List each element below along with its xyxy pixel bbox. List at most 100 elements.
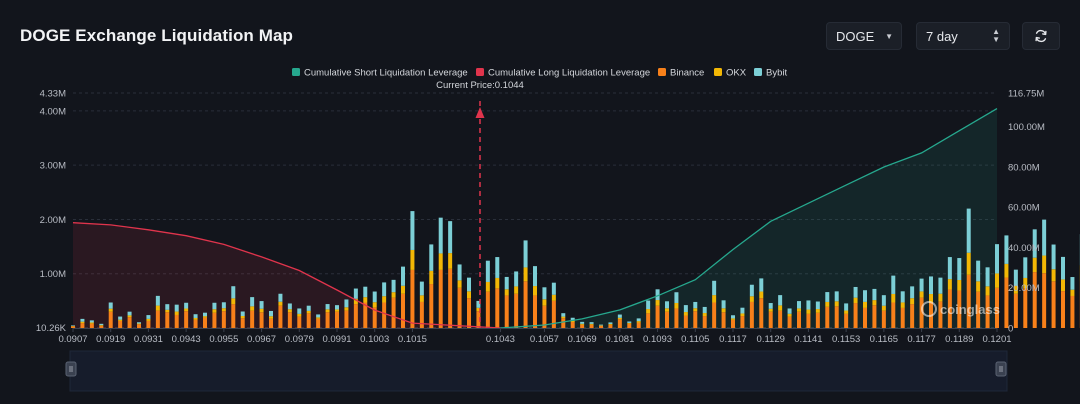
bar-binance[interactable] [768,311,773,328]
bar-bybit[interactable] [174,304,179,312]
bar-okx[interactable] [297,313,302,317]
bar-okx[interactable] [523,267,528,282]
bar-binance[interactable] [184,311,189,328]
bar-okx[interactable] [1004,263,1009,278]
bar-binance[interactable] [108,311,113,328]
bar-binance[interactable] [533,295,537,328]
bar-bybit[interactable] [863,290,867,302]
bar-bybit[interactable] [693,301,698,309]
bar-bybit[interactable] [80,318,85,322]
bar-binance[interactable] [165,312,170,328]
bar-okx[interactable] [608,323,613,325]
bar-binance[interactable] [1051,281,1056,328]
bar-binance[interactable] [410,269,415,328]
bar-okx[interactable] [721,308,726,313]
bar-binance[interactable] [740,316,745,328]
bar-binance[interactable] [976,291,981,328]
bar-bybit[interactable] [193,314,198,318]
bar-bybit[interactable] [976,260,981,282]
bar-binance[interactable] [306,313,311,328]
bar-bybit[interactable] [1032,229,1037,258]
bar-bybit[interactable] [448,221,453,254]
bar-bybit[interactable] [778,295,783,306]
bar-bybit[interactable] [608,322,613,324]
bar-bybit[interactable] [806,300,811,310]
bar-bybit[interactable] [1004,235,1009,264]
bar-okx[interactable] [401,285,405,294]
bar-okx[interactable] [580,323,585,325]
bar-binance[interactable] [938,301,943,328]
bar-okx[interactable] [353,298,358,305]
bar-okx[interactable] [99,325,104,326]
bar-binance[interactable] [1004,277,1009,328]
bar-bybit[interactable] [438,217,443,254]
bar-bybit[interactable] [787,308,792,314]
bar-okx[interactable] [655,300,660,306]
bar-binance[interactable] [900,307,905,328]
bar-binance[interactable] [146,320,151,328]
bar-bybit[interactable] [1023,257,1028,278]
bar-binance[interactable] [599,325,603,328]
bar-binance[interactable] [759,298,764,328]
bar-binance[interactable] [353,304,358,328]
bar-binance[interactable] [495,288,500,328]
bar-bybit[interactable] [495,257,500,278]
bar-bybit[interactable] [712,280,717,296]
bar-binance[interactable] [617,319,622,328]
bar-bybit[interactable] [184,302,189,309]
bar-binance[interactable] [561,318,566,328]
bar-okx[interactable] [693,308,698,312]
bar-bybit[interactable] [1070,277,1075,290]
bar-okx[interactable] [806,309,811,314]
bar-binance[interactable] [325,312,330,328]
bar-okx[interactable] [410,249,415,270]
bar-bybit[interactable] [655,289,660,301]
bar-binance[interactable] [834,306,839,328]
bar-binance[interactable] [721,312,726,328]
bar-okx[interactable] [212,309,217,313]
bar-okx[interactable] [495,277,500,289]
bar-bybit[interactable] [485,260,490,282]
bar-bybit[interactable] [137,322,141,324]
bar-okx[interactable] [438,253,443,270]
bar-bybit[interactable] [947,257,952,280]
bar-binance[interactable] [787,316,792,328]
range-slider[interactable] [65,350,1008,392]
bar-bybit[interactable] [966,208,971,253]
bar-okx[interactable] [419,295,424,302]
bar-binance[interactable] [1042,273,1047,328]
bar-bybit[interactable] [891,275,896,294]
bar-binance[interactable] [476,311,481,328]
bar-bybit[interactable] [957,258,962,281]
bar-binance[interactable] [297,316,302,328]
bar-binance[interactable] [316,318,321,328]
bar-bybit[interactable] [71,325,75,327]
bar-okx[interactable] [382,296,387,303]
bar-okx[interactable] [457,280,462,288]
bar-binance[interactable] [919,297,924,328]
bar-bybit[interactable] [146,315,151,319]
bar-binance[interactable] [71,326,75,328]
bar-binance[interactable] [891,302,896,328]
bar-bybit[interactable] [674,292,679,303]
bar-binance[interactable] [221,311,226,328]
bar-binance[interactable] [693,311,698,328]
bar-binance[interactable] [542,305,547,328]
bar-binance[interactable] [287,312,292,328]
bar-bybit[interactable] [344,299,349,308]
bar-okx[interactable] [1061,279,1065,292]
bar-binance[interactable] [514,293,519,328]
bar-binance[interactable] [1070,295,1075,328]
bar-bybit[interactable] [570,317,575,321]
bar-binance[interactable] [683,315,688,328]
legend-label-okx[interactable]: OKX [726,68,747,79]
bar-binance[interactable] [570,322,575,328]
bar-okx[interactable] [881,305,886,311]
bar-binance[interactable] [335,311,339,328]
bar-bybit[interactable] [825,292,830,302]
bar-binance[interactable] [250,310,255,328]
bar-okx[interactable] [778,305,783,311]
bar-bybit[interactable] [533,266,537,287]
bar-bybit[interactable] [985,267,990,287]
bar-bybit[interactable] [325,304,330,310]
